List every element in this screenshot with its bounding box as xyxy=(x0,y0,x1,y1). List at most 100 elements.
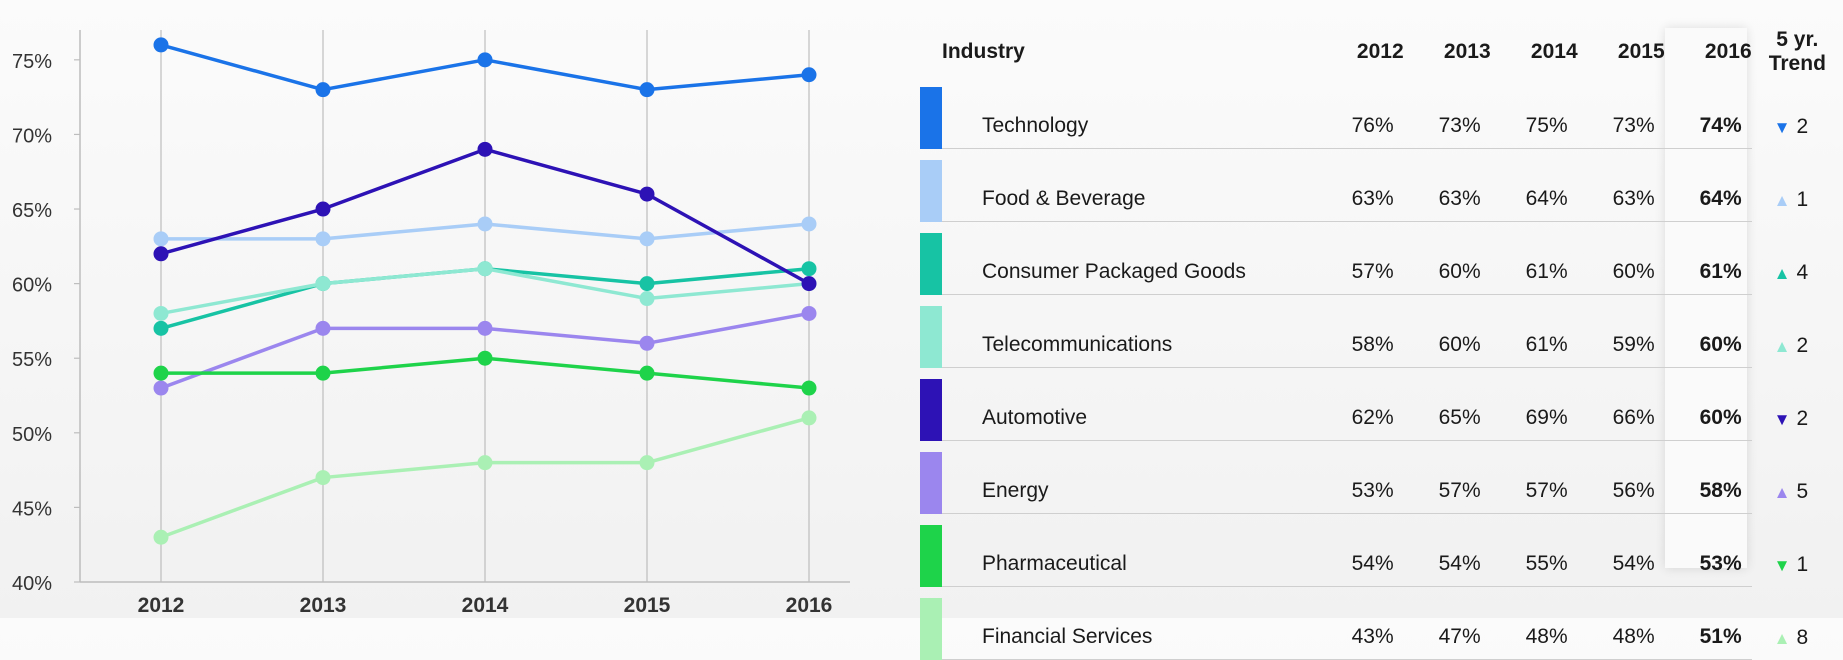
data-point xyxy=(315,82,331,98)
value-cell-2015: 59% xyxy=(1577,294,1665,368)
color-swatch xyxy=(920,86,942,149)
value-cell-2014: 69% xyxy=(1490,367,1578,441)
x-tick-label: 2015 xyxy=(624,594,671,617)
series-energy xyxy=(153,305,817,396)
data-point xyxy=(801,380,817,396)
industry-name: Financial Services xyxy=(942,586,1317,660)
data-point xyxy=(153,37,169,53)
year-header-2015: 2015 xyxy=(1617,40,1665,63)
y-tick-label: 50% xyxy=(12,424,52,446)
table-row: Energy 53% 57% 57% 56% 58% ▲ 5 xyxy=(920,440,1843,514)
industry-name: Consumer Packaged Goods xyxy=(942,221,1317,295)
value-cell-2015: 66% xyxy=(1577,367,1665,441)
table-row: Financial Services 43% 47% 48% 48% 51% ▲ 8 xyxy=(920,586,1843,660)
data-point xyxy=(153,529,169,545)
value-cell-2016: 58% xyxy=(1664,440,1752,514)
table-row: Technology 76% 73% 75% 73% 74% ▼ 2 xyxy=(920,76,1843,149)
data-point xyxy=(477,141,493,157)
row-swatch-cell xyxy=(920,441,942,514)
x-tick-label: 2014 xyxy=(462,594,509,617)
trend-value: 2 xyxy=(1796,114,1809,138)
data-point xyxy=(153,246,169,262)
row-swatch-cell xyxy=(920,587,942,660)
y-tick-label: 65% xyxy=(12,200,52,222)
industry-name: Pharmaceutical xyxy=(942,513,1317,587)
y-axis: 40% 45% 50% 55% 60% 65% 70% 75% xyxy=(12,51,80,595)
data-point xyxy=(639,335,655,351)
trend-up-icon: ▲ xyxy=(1773,263,1791,283)
year-header-2014: 2014 xyxy=(1530,40,1578,63)
row-swatch-cell xyxy=(920,368,942,441)
value-cell-2015: 48% xyxy=(1577,586,1665,660)
value-cell-2013: 54% xyxy=(1403,513,1491,587)
data-point xyxy=(315,231,331,247)
data-point xyxy=(801,67,817,83)
industry-name: Telecommunications xyxy=(942,294,1317,368)
value-cell-2013: 60% xyxy=(1403,221,1491,295)
value-cell-2015: 73% xyxy=(1577,76,1665,149)
trend-up-icon: ▲ xyxy=(1773,336,1791,356)
trend-cell: ▲ 1 xyxy=(1752,149,1843,222)
data-point xyxy=(477,320,493,336)
value-cell-2014: 55% xyxy=(1490,513,1578,587)
data-point xyxy=(801,410,817,426)
trend-cell: ▲ 2 xyxy=(1752,295,1843,368)
data-point xyxy=(801,276,817,292)
data-point xyxy=(477,455,493,471)
year-header-2016: 2016 xyxy=(1704,40,1752,63)
data-point xyxy=(477,216,493,232)
trend-value: 1 xyxy=(1796,552,1809,576)
trend-down-icon: ▼ xyxy=(1773,117,1791,137)
color-swatch xyxy=(920,232,942,295)
trend-value: 8 xyxy=(1796,625,1809,649)
value-cell-2013: 65% xyxy=(1403,367,1491,441)
color-swatch xyxy=(920,597,942,660)
series-automotive xyxy=(153,141,817,292)
trend-up-icon: ▲ xyxy=(1773,482,1791,502)
row-swatch-cell xyxy=(920,514,942,587)
trend-value: 2 xyxy=(1796,406,1809,430)
data-point xyxy=(153,320,169,336)
table-row: Food & Beverage 63% 63% 64% 63% 64% ▲ 1 xyxy=(920,148,1843,222)
data-point xyxy=(153,231,169,247)
row-swatch-cell xyxy=(920,149,942,222)
trend-down-icon: ▼ xyxy=(1773,555,1791,575)
trend-cell: ▲ 8 xyxy=(1752,587,1843,660)
data-point xyxy=(477,261,493,277)
industry-name: Energy xyxy=(942,440,1317,514)
data-point xyxy=(153,305,169,321)
industry-name: Food & Beverage xyxy=(942,148,1317,222)
data-point xyxy=(477,350,493,366)
table-row: Pharmaceutical 54% 54% 55% 54% 53% ▼ 1 xyxy=(920,513,1843,587)
value-cell-2016: 60% xyxy=(1664,294,1752,368)
color-swatch xyxy=(920,524,942,587)
industry-name: Technology xyxy=(942,76,1317,149)
table-header-row: Industry 2012 2013 2014 2015 2016 5 yr. … xyxy=(920,28,1843,76)
data-point xyxy=(315,276,331,292)
data-point xyxy=(801,261,817,277)
trend-cell: ▼ 2 xyxy=(1752,76,1843,149)
value-cell-2012: 53% xyxy=(1316,440,1404,514)
color-swatch xyxy=(920,159,942,222)
value-cell-2012: 57% xyxy=(1316,221,1404,295)
trend-cell: ▼ 1 xyxy=(1752,514,1843,587)
series-food-beverage xyxy=(153,216,817,247)
row-swatch-cell xyxy=(920,222,942,295)
year-header-2012: 2012 xyxy=(1356,40,1404,63)
x-tick-label: 2013 xyxy=(300,594,347,617)
trend-down-icon: ▼ xyxy=(1773,409,1791,429)
value-cell-2015: 56% xyxy=(1577,440,1665,514)
data-point xyxy=(315,470,331,486)
series-telecommunications xyxy=(153,261,817,321)
value-cell-2012: 58% xyxy=(1316,294,1404,368)
series-pharmaceutical xyxy=(153,350,817,396)
y-tick-label: 55% xyxy=(12,349,52,371)
data-point xyxy=(801,216,817,232)
trend-value: 5 xyxy=(1796,479,1809,503)
trend-up-icon: ▲ xyxy=(1773,190,1791,210)
data-point xyxy=(315,320,331,336)
value-cell-2015: 54% xyxy=(1577,513,1665,587)
value-cell-2016: 61% xyxy=(1664,221,1752,295)
industry-name: Automotive xyxy=(942,367,1317,441)
swatch-header xyxy=(920,28,942,76)
